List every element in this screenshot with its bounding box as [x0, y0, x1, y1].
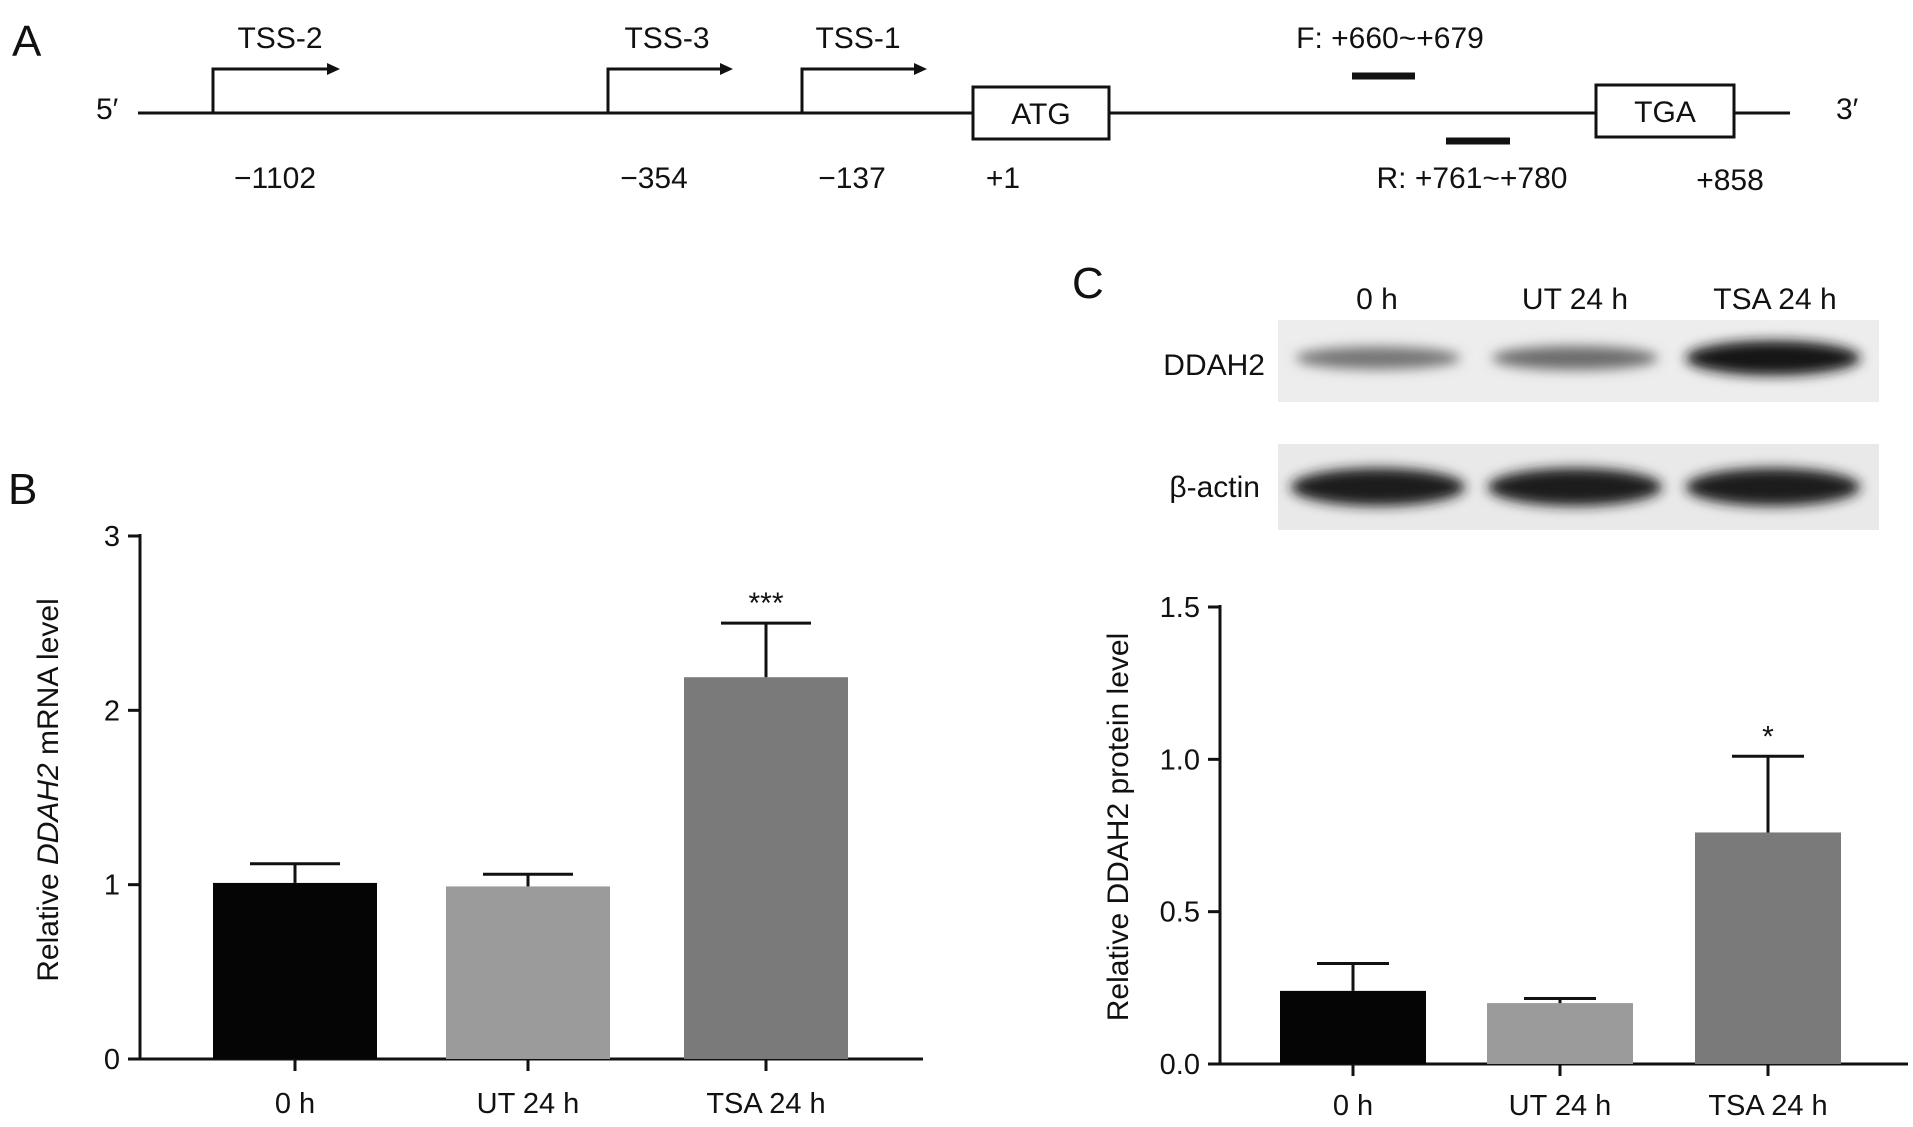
mrna-x-tick-label: UT 24 h [477, 1088, 580, 1120]
tga-box-outline [1594, 83, 1736, 139]
panel-a-letter: A [12, 17, 42, 66]
atg-position: +1 [986, 162, 1020, 195]
mrna-y-axis-label-prefix: Relative [32, 865, 65, 982]
five-prime-label: 5′ [96, 93, 119, 126]
tss-2-label: TSS-2 [237, 22, 322, 55]
reverse-primer: R: +761~+780 [1376, 137, 1568, 195]
protein-x-tick-label: TSA 24 h [1708, 1090, 1827, 1122]
western-blot: 0 h UT 24 h TSA 24 h DDAH2 β-actin [1163, 283, 1879, 530]
tss-2-arrowhead-icon [327, 63, 340, 75]
blot-bands [1290, 340, 1861, 506]
panel-c-letter: C [1072, 259, 1104, 308]
mrna-y-tick-label: 3 [104, 521, 120, 553]
mrna-bar [446, 886, 610, 1059]
protein-y-tick-label: 0.0 [1160, 1049, 1200, 1081]
tss-2-position: −1102 [234, 162, 316, 195]
protein-y-tick-label: 1.5 [1160, 592, 1200, 624]
protein-bar [1280, 990, 1426, 1064]
atg-box-outline [971, 85, 1111, 141]
reverse-primer-label: R: +761~+780 [1376, 162, 1567, 195]
tga-box: TGA +858 [1594, 83, 1764, 197]
atg-box: ATG +1 [971, 85, 1111, 195]
tss-1-marker: TSS-1 −137 [800, 22, 927, 195]
mrna-y-tick-label: 2 [104, 695, 120, 727]
protein-bar [1695, 832, 1841, 1064]
blot-lane-label-0h: 0 h [1356, 283, 1398, 316]
tss-1-position: −137 [818, 162, 886, 195]
mrna-y-axis-label-suffix: mRNA level [32, 598, 65, 763]
forward-primer-label: F: +660~+679 [1296, 22, 1484, 55]
mrna-y-axis-label: Relative DDAH2 mRNA level [32, 598, 65, 981]
blot-band [1487, 468, 1663, 506]
protein-y-tick-label: 0.5 [1160, 897, 1200, 929]
mrna-significance-marker: *** [748, 587, 783, 620]
blot-lane-label-ut-24h: UT 24 h [1522, 283, 1628, 316]
blot-row-label-ddah2: DDAH2 [1163, 349, 1265, 382]
tga-label: TGA [1634, 96, 1696, 129]
protein-y-axis-label: Relative DDAH2 protein level [1102, 633, 1135, 1022]
atg-label: ATG [1011, 98, 1070, 131]
tss-3-position: −354 [620, 162, 688, 195]
blot-band [1685, 468, 1861, 506]
protein-bar-chart: Relative DDAH2 protein level 0.0 0.5 1.0 1.… [1102, 592, 1908, 1122]
tss-1-arrowhead-icon [914, 63, 927, 75]
tss-2-arrow-icon [211, 67, 328, 113]
blot-row-label-beta-actin: β-actin [1169, 471, 1260, 504]
protein-x-tick-label: 0 h [1333, 1090, 1373, 1122]
blot-band [1685, 340, 1861, 376]
three-prime-label: 3′ [1836, 93, 1859, 126]
panel-b-letter: B [8, 465, 37, 514]
tss-3-arrowhead-icon [720, 63, 733, 75]
tss-1-arrow-icon [800, 67, 914, 113]
protein-x-tick-label: UT 24 h [1509, 1090, 1612, 1122]
protein-significance-marker: * [1762, 720, 1774, 753]
tss-3-arrow-icon [606, 67, 720, 113]
tss-2-marker: TSS-2 −1102 [211, 22, 340, 195]
tss-3-label: TSS-3 [624, 22, 709, 55]
mrna-y-tick-label: 0 [104, 1044, 120, 1076]
mrna-bar [213, 882, 377, 1059]
blot-band [1492, 346, 1658, 370]
tss-3-marker: TSS-3 −354 [606, 22, 733, 195]
mrna-x-tick-label: 0 h [275, 1088, 315, 1120]
forward-primer: F: +660~+679 [1296, 22, 1484, 80]
mrna-bar [684, 677, 848, 1059]
protein-y-tick-label: 1.0 [1160, 744, 1200, 776]
blot-band [1290, 468, 1466, 506]
protein-bar [1487, 1003, 1633, 1064]
blot-band [1295, 346, 1461, 370]
tss-1-label: TSS-1 [815, 22, 900, 55]
mrna-y-tick-label: 1 [104, 870, 120, 902]
mrna-y-axis-label-gene: DDAH2 [32, 763, 65, 865]
mrna-x-tick-label: TSA 24 h [706, 1088, 825, 1120]
panel-a: A 5′ 3′ TSS-2 −1102 TSS-3 −354 TSS-1 −13… [12, 17, 1859, 197]
panel-c: C 0 h UT 24 h TSA 24 h DDAH2 β-actin Rel… [1072, 259, 1908, 1122]
mrna-bar-chart: B Relative DDAH2 mRNA level 0 1 2 3 0 h UT 24… [8, 465, 923, 1120]
tga-position: +858 [1696, 164, 1764, 197]
blot-lane-label-tsa-24h: TSA 24 h [1713, 283, 1836, 316]
